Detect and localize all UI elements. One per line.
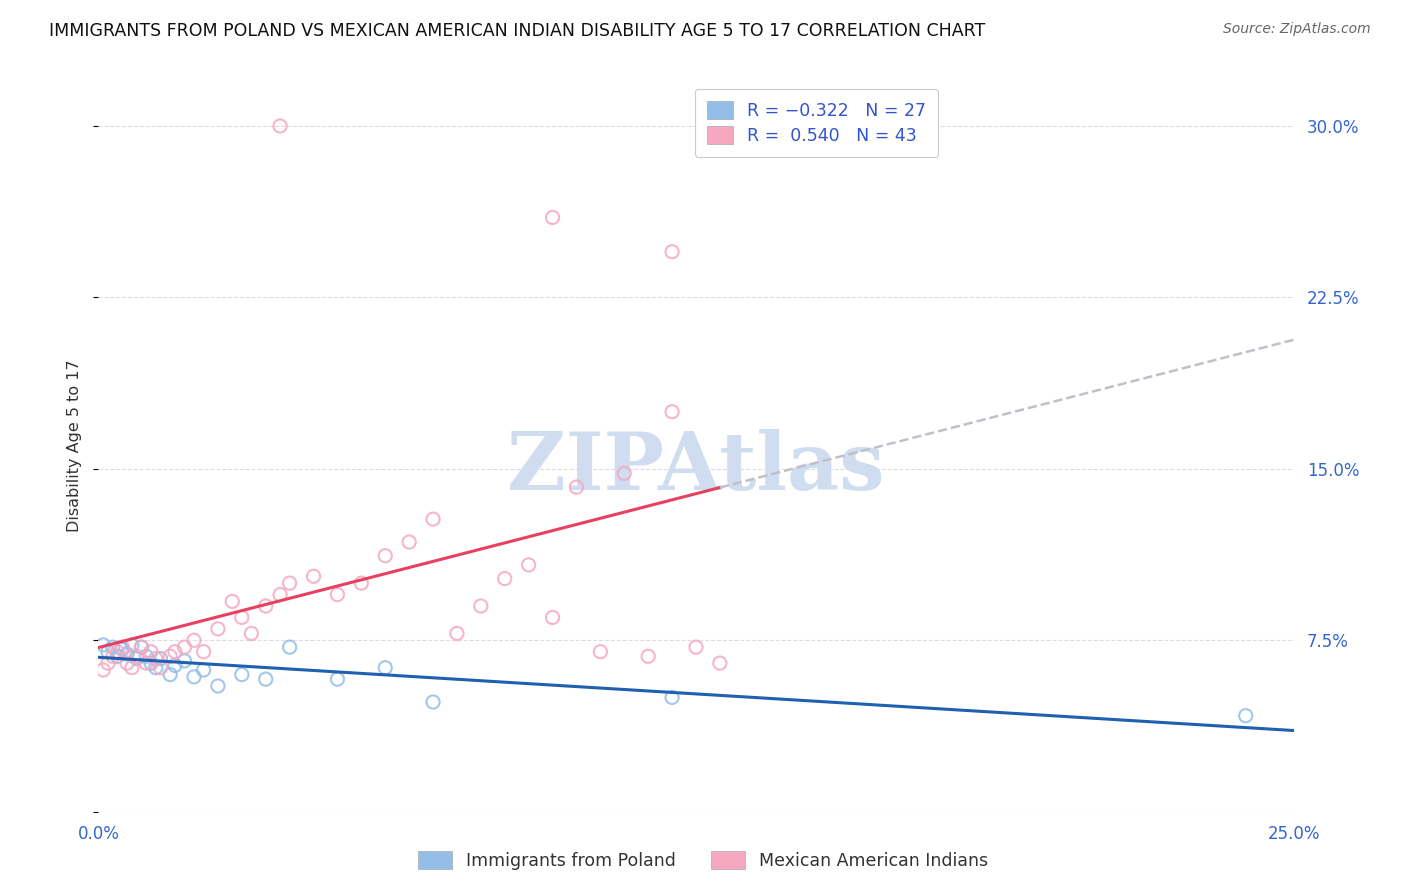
Point — [613, 467, 636, 481]
Point — [637, 649, 659, 664]
Point — [193, 663, 215, 677]
Point — [541, 610, 564, 624]
Point — [115, 656, 138, 670]
Y-axis label: Disability Age 5 to 17: Disability Age 5 to 17 — [67, 359, 83, 533]
Point — [589, 645, 612, 659]
Point — [374, 661, 396, 675]
Point — [111, 642, 134, 657]
Point — [661, 244, 683, 259]
Point — [231, 667, 253, 681]
Point — [101, 640, 124, 655]
Point — [149, 661, 172, 675]
Point — [422, 512, 444, 526]
Point — [661, 690, 683, 705]
Point — [163, 658, 186, 673]
Point — [135, 656, 157, 670]
Point — [207, 679, 229, 693]
Point — [494, 572, 516, 586]
Point — [139, 645, 162, 659]
Point — [91, 663, 114, 677]
Point — [221, 594, 243, 608]
Point — [159, 649, 181, 664]
Point — [125, 649, 148, 664]
Point — [1234, 708, 1257, 723]
Point — [173, 640, 195, 655]
Point — [193, 645, 215, 659]
Point — [121, 638, 143, 652]
Point — [709, 656, 731, 670]
Point — [173, 654, 195, 668]
Point — [326, 588, 349, 602]
Point — [302, 569, 325, 583]
Text: IMMIGRANTS FROM POLAND VS MEXICAN AMERICAN INDIAN DISABILITY AGE 5 TO 17 CORRELA: IMMIGRANTS FROM POLAND VS MEXICAN AMERIC… — [49, 22, 986, 40]
Point — [470, 599, 492, 613]
Point — [97, 645, 120, 659]
Point — [149, 651, 172, 665]
Point — [163, 645, 186, 659]
Point — [97, 656, 120, 670]
Point — [446, 626, 468, 640]
Point — [517, 558, 540, 572]
Point — [231, 610, 253, 624]
Point — [278, 576, 301, 591]
Point — [101, 649, 124, 664]
Point — [565, 480, 588, 494]
Point — [269, 588, 291, 602]
Point — [278, 640, 301, 655]
Point — [240, 626, 263, 640]
Point — [159, 667, 181, 681]
Point — [661, 405, 683, 419]
Point — [269, 119, 291, 133]
Point — [685, 640, 707, 655]
Point — [131, 640, 153, 655]
Point — [254, 599, 277, 613]
Point — [111, 640, 134, 655]
Point — [350, 576, 373, 591]
Legend: R = −0.322   N = 27, R =  0.540   N = 43: R = −0.322 N = 27, R = 0.540 N = 43 — [695, 89, 938, 157]
Point — [107, 649, 129, 664]
Point — [139, 656, 162, 670]
Point — [115, 647, 138, 661]
Point — [91, 638, 114, 652]
Point — [326, 672, 349, 686]
Point — [135, 649, 157, 664]
Point — [183, 670, 205, 684]
Point — [107, 645, 129, 659]
Point — [125, 651, 148, 665]
Point — [254, 672, 277, 686]
Point — [121, 661, 143, 675]
Point — [374, 549, 396, 563]
Point — [145, 651, 167, 665]
Point — [398, 535, 420, 549]
Point — [145, 661, 167, 675]
Point — [131, 640, 153, 655]
Legend: Immigrants from Poland, Mexican American Indians: Immigrants from Poland, Mexican American… — [409, 843, 997, 879]
Point — [183, 633, 205, 648]
Point — [541, 211, 564, 225]
Point — [422, 695, 444, 709]
Text: Source: ZipAtlas.com: Source: ZipAtlas.com — [1223, 22, 1371, 37]
Text: ZIPAtlas: ZIPAtlas — [508, 429, 884, 507]
Point — [207, 622, 229, 636]
